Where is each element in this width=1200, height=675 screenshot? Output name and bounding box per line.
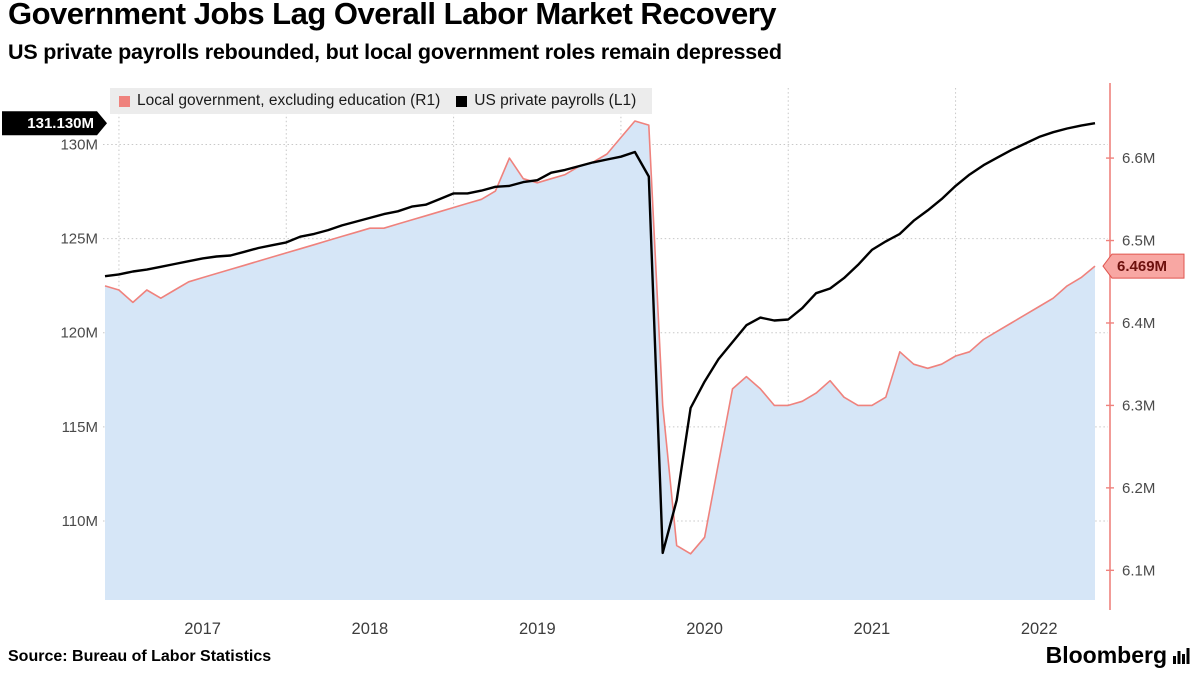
legend-item-local-government: Local government, excluding education (R… (119, 92, 440, 110)
source-note: Source: Bureau of Labor Statistics (8, 648, 272, 665)
right-axis-tick-label: 6.2M (1122, 480, 1155, 497)
bloomberg-terminal-icon (1173, 647, 1190, 664)
series-line-private-payrolls (104, 122, 1096, 555)
x-axis-year-label: 2022 (1021, 620, 1058, 638)
last-value-badge-right: 6.469M (1102, 253, 1185, 279)
left-axis-tick-label: 120M (60, 325, 98, 342)
legend-swatch-local-government (119, 95, 130, 107)
last-value-badge-left: 131.130M (2, 111, 107, 136)
legend-label-local-government: Local government, excluding education (R… (137, 92, 441, 109)
chart-legend: Local government, excluding education (R… (110, 88, 653, 114)
bloomberg-logo: Bloomberg (1046, 642, 1190, 669)
x-axis-year-label: 2019 (519, 620, 556, 638)
left-axis-tick-label: 115M (62, 419, 98, 436)
right-axis-tick-label: 6.5M (1122, 233, 1155, 250)
legend-swatch-private-payrolls (456, 95, 468, 107)
x-axis-year-label: 2017 (184, 620, 221, 638)
left-axis-tick-label: 130M (60, 136, 98, 153)
right-axis-tick-label: 6.6M (1122, 150, 1155, 167)
x-axis-year-label: 2020 (686, 620, 723, 638)
left-axis-tick-label: 110M (62, 513, 98, 530)
right-axis-tick-label: 6.3M (1122, 397, 1155, 414)
last-value-label-left: 131.130M (27, 115, 94, 132)
bloomberg-wordmark: Bloomberg (1045, 642, 1167, 668)
series-line-local-government (104, 120, 1096, 555)
x-axis-year-label: 2021 (854, 620, 891, 638)
right-axis-tick-label: 6.1M (1122, 562, 1155, 579)
area-fill-local-government (105, 121, 1095, 600)
chart-subtitle: US private payrolls rebounded, but local… (8, 40, 782, 64)
x-axis-year-label: 2018 (352, 620, 389, 638)
last-value-label-right: 6.469M (1117, 258, 1167, 275)
right-axis-tick-label: 6.4M (1122, 315, 1155, 332)
left-axis-tick-label: 125M (60, 231, 98, 248)
chart-title: Government Jobs Lag Overall Labor Market… (8, 0, 777, 31)
legend-item-private-payrolls: US private payrolls (L1) (456, 92, 636, 110)
legend-label-private-payrolls: US private payrolls (L1) (474, 92, 637, 109)
